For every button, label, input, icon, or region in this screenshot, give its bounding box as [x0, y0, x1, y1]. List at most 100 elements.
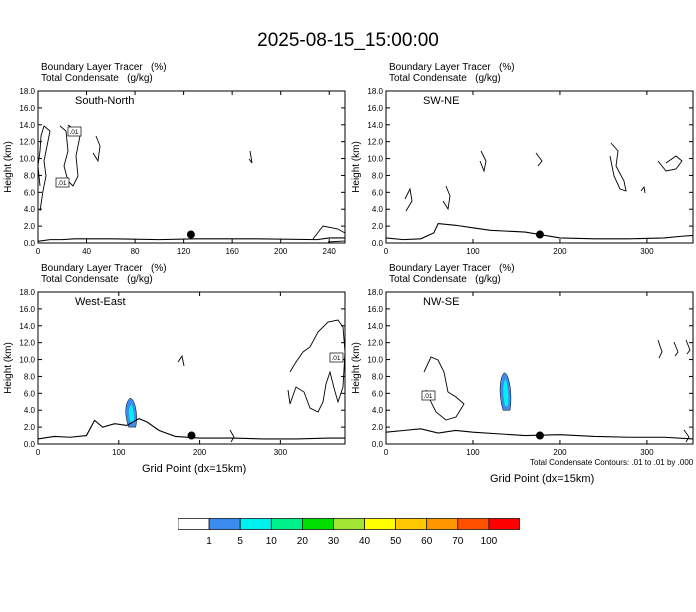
y-tick-label: 2.0 [24, 222, 36, 231]
figure-title: 2025-08-15_15:00:00 [257, 30, 439, 51]
colorbar-label: 30 [327, 536, 340, 547]
condensate-contour [673, 341, 679, 357]
panel-west-east: Boundary Layer Tracer (%) Total Condensa… [0, 263, 346, 478]
y-tick-label: 6.0 [372, 188, 384, 197]
y-tick-label: 0.0 [372, 440, 384, 449]
y-tick-label: 10.0 [367, 155, 383, 164]
x-tick-label: 200 [193, 448, 207, 457]
y-tick-label: 0.0 [24, 239, 36, 248]
terrain-line [37, 237, 345, 242]
colorbar-swatch [178, 518, 210, 530]
panel-header-line1: Boundary Layer Tracer (%) [389, 263, 515, 274]
colorbar-swatch [239, 518, 272, 530]
y-tick-label: 18.0 [19, 87, 35, 96]
plot-frame [385, 291, 694, 445]
panel-header-line1: Boundary Layer Tracer (%) [41, 62, 167, 73]
condensate-contour [177, 354, 185, 367]
contour-label-box [421, 390, 436, 401]
y-tick-label: 16.0 [367, 305, 383, 314]
panel-sw-ne: Boundary Layer Tracer (%) Total Condensa… [348, 62, 694, 277]
panel-label: SW-NE [423, 95, 459, 107]
y-tick-label: 14.0 [19, 121, 35, 130]
y-tick-label: 14.0 [19, 322, 35, 331]
panel-south-north: Boundary Layer Tracer (%) Total Condensa… [0, 62, 346, 277]
y-axis-label: Height (km) [3, 141, 14, 193]
colorbar-swatch [426, 518, 459, 530]
y-tick-label: 18.0 [367, 87, 383, 96]
panel-header-line2: Total Condensate (g/kg) [41, 274, 153, 285]
colorbar-label: 50 [390, 536, 402, 547]
x-tick-label: 240 [323, 247, 337, 256]
colorbar-label: 40 [358, 536, 371, 547]
y-tick-label: 18.0 [367, 288, 383, 297]
colorbar-swatch [457, 518, 490, 530]
y-tick-label: 4.0 [24, 406, 36, 415]
contour-label: .01 [69, 129, 78, 136]
location-marker [535, 230, 544, 239]
condensate-contour [312, 225, 346, 243]
x-tick-label: 100 [466, 247, 480, 256]
contour-note: Total Condensate Contours: .01 to .01 by… [530, 458, 694, 467]
contour-label-box [67, 126, 82, 137]
colorbar-swatch [488, 518, 520, 530]
condensate-contour [442, 185, 451, 211]
y-tick-label: 8.0 [24, 171, 36, 180]
condensate-contour [404, 187, 413, 212]
colorbar-label: 20 [296, 536, 308, 547]
location-marker [535, 431, 544, 440]
condensate-contour [609, 142, 627, 192]
y-tick-label: 10.0 [19, 356, 35, 365]
x-tick-label: 80 [131, 247, 140, 256]
condensate-contour [423, 356, 465, 421]
y-axis-label: Height (km) [351, 342, 362, 394]
panel-label: NW-SE [423, 296, 459, 308]
y-tick-label: 4.0 [372, 406, 384, 415]
terrain-line [37, 418, 345, 440]
y-tick-label: 4.0 [24, 205, 36, 214]
x-tick-label: 120 [177, 247, 191, 256]
contour-label-box [55, 177, 70, 188]
condensate-contour [479, 150, 487, 173]
y-tick-label: 14.0 [367, 121, 383, 130]
plot-nw-se: 0.0 2.0 4.0 6.0 8.0 10.0 12.0 14.0 16.0 18.0 0 100 2… [351, 288, 694, 457]
condensate-contour [287, 319, 346, 413]
plot-south-north: 0.0 2.0 4.0 6.0 8.0 10.0 12.0 14.0 16.0 18.0 0 40 80… [3, 87, 346, 256]
panel-header-line2: Total Condensate (g/kg) [389, 274, 501, 285]
panel-header-line2: Total Condensate (g/kg) [41, 73, 153, 84]
tracer-shading-inner [503, 379, 509, 407]
colorbar-label: 1 [206, 536, 212, 547]
location-marker [187, 431, 196, 440]
colorbar-labels: 1 5 10 20 30 40 50 60 70 100 [0, 532, 696, 547]
condensate-contour [640, 185, 646, 194]
y-tick-label: 2.0 [372, 222, 384, 231]
x-tick-label: 200 [553, 247, 567, 256]
y-tick-label: 2.0 [372, 423, 384, 432]
y-tick-label: 16.0 [19, 104, 35, 113]
y-tick-label: 2.0 [24, 423, 36, 432]
y-tick-label: 8.0 [372, 372, 384, 381]
y-tick-label: 12.0 [367, 138, 383, 147]
y-tick-label: 6.0 [372, 389, 384, 398]
colorbar-label: 100 [480, 536, 498, 547]
y-tick-label: 10.0 [367, 356, 383, 365]
colorbar-swatch [395, 518, 428, 530]
x-tick-label: 0 [384, 448, 389, 457]
colorbar-label: 5 [237, 536, 243, 547]
condensate-contour [657, 155, 683, 172]
colorbar [178, 518, 520, 530]
terrain-line [385, 428, 694, 440]
panel-header-line1: Boundary Layer Tracer (%) [41, 263, 167, 274]
y-tick-label: 12.0 [19, 138, 35, 147]
y-tick-label: 18.0 [19, 288, 35, 297]
y-tick-label: 4.0 [372, 205, 384, 214]
y-tick-label: 16.0 [19, 305, 35, 314]
condensate-contour [248, 150, 253, 164]
y-tick-label: 16.0 [367, 104, 383, 113]
y-tick-label: 6.0 [24, 389, 36, 398]
plot-sw-ne: 0.0 2.0 4.0 6.0 8.0 10.0 12.0 14.0 16.0 18.0 0 100 2… [351, 87, 694, 256]
tracer-shading-inner [128, 404, 135, 424]
condensate-contour [535, 152, 543, 167]
plot-frame [37, 291, 346, 445]
panel-label: South-North [75, 95, 134, 107]
y-tick-label: 6.0 [24, 188, 36, 197]
